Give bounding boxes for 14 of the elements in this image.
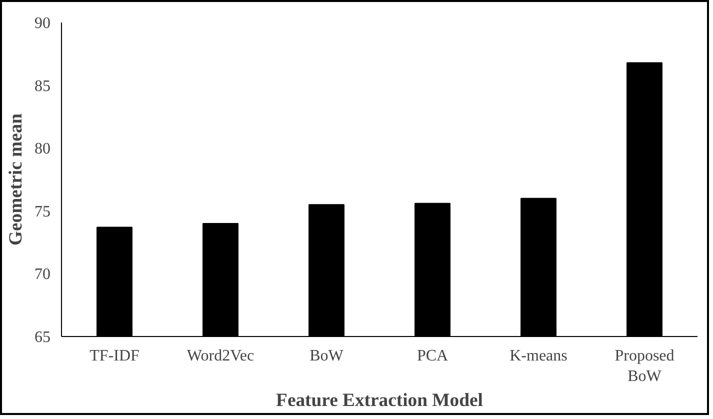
x-tick-label: BoW (310, 348, 344, 364)
x-tick-label: PCA (416, 348, 449, 364)
x-tick-label: K-means (510, 348, 568, 364)
y-tick-label: 85 (34, 78, 50, 95)
y-tick-label: 75 (34, 203, 50, 220)
x-tick-label: Proposed BoW (614, 348, 674, 385)
x-axis-title: Feature Extraction Model (276, 390, 483, 411)
y-axis-title: Geometric mean (6, 112, 26, 246)
x-tick-label: TF-IDF (90, 348, 140, 364)
y-tick-label: 80 (34, 140, 50, 158)
x-tick-label: Word2Vec (186, 348, 254, 364)
y-tick-label: 70 (34, 266, 50, 284)
y-tick-label: 90 (34, 15, 50, 32)
y-tick-label: 65 (34, 329, 50, 346)
